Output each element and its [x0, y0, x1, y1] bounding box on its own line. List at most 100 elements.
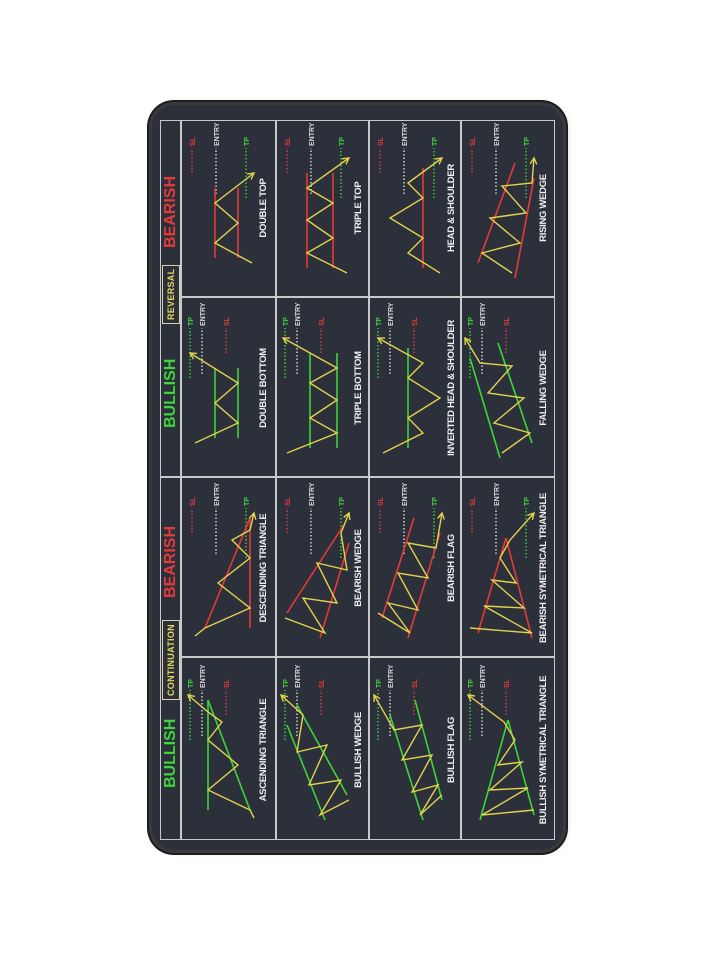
- arrowhead-icon: [248, 511, 257, 520]
- sl-label: SL: [470, 136, 477, 146]
- trendline: [381, 517, 415, 619]
- entry-label: ENTRY: [214, 122, 221, 146]
- pattern-diagram: TP ENTRY SL: [281, 302, 339, 454]
- entry-label: ENTRY: [388, 664, 395, 688]
- continuation-badge: CONTINUATION: [162, 620, 180, 700]
- tp-label: TP: [524, 137, 531, 146]
- arrowhead-icon: [279, 694, 288, 702]
- pattern-name: TRIPLE BOTTOM: [353, 351, 364, 425]
- arrowhead-icon: [466, 694, 476, 702]
- arrowhead-icon: [437, 511, 445, 520]
- tp-label: TP: [283, 317, 290, 326]
- pattern-name: BEARISH FLAG: [446, 534, 457, 602]
- tp-label: TP: [244, 497, 251, 506]
- arrowhead-icon: [434, 157, 444, 165]
- sl-label: SL: [224, 316, 231, 326]
- sl-label: SL: [412, 678, 419, 688]
- trendline: [477, 537, 507, 634]
- sl-label: SL: [190, 136, 197, 146]
- pattern-name: DOUBLE TOP: [258, 178, 269, 238]
- entry-label: ENTRY: [494, 482, 501, 506]
- trendline: [204, 517, 251, 629]
- pattern-cell: TP ENTRY SL INVERTED HEAD & SHOULDER: [368, 298, 461, 478]
- pattern-name: BULLISH FLAG: [446, 716, 457, 784]
- pattern-cell: SL ENTRY TP BEARISH FLAG: [368, 478, 461, 658]
- pattern-diagram: TP ENTRY SL: [188, 302, 240, 444]
- pattern-diagram: SL ENTRY TP: [285, 122, 351, 274]
- bearish-continuation-heading: BEARISH: [162, 525, 179, 598]
- tp-label: TP: [376, 679, 383, 688]
- entry-label: ENTRY: [200, 302, 207, 326]
- tp-label: TP: [244, 137, 251, 146]
- entry-label: ENTRY: [480, 302, 487, 326]
- arrowhead-icon: [376, 337, 386, 345]
- pattern-name: RISING WEDGE: [538, 174, 549, 242]
- pattern-name: BEARISH WEDGE: [353, 529, 364, 607]
- sl-label: SL: [378, 136, 385, 146]
- pattern-diagram: SL ENTRY TP: [469, 482, 535, 639]
- price-path: [213, 172, 255, 264]
- sl-label: SL: [285, 496, 292, 506]
- entry-label: ENTRY: [309, 122, 316, 146]
- pattern-cell: TP ENTRY SL FALLING WEDGE: [460, 298, 553, 478]
- bullish-continuation-heading: BULLISH: [162, 718, 179, 788]
- price-path: [480, 157, 535, 274]
- pattern-diagram: SL ENTRY TP: [190, 482, 257, 637]
- entry-label: ENTRY: [388, 302, 395, 326]
- trendline: [407, 532, 441, 639]
- pattern-cell: SL ENTRY TP TRIPLE TOP: [275, 118, 368, 298]
- pattern-cell: TP ENTRY SL BULLISH SYMETRICAL TRIANGLE: [460, 660, 553, 840]
- pattern-name: FALLING WEDGE: [538, 350, 549, 426]
- pattern-name: INVERTED HEAD & SHOULDER: [446, 320, 457, 456]
- arrowhead-icon: [188, 352, 198, 360]
- tp-label: TP: [524, 497, 531, 506]
- bullish-reversal-heading: BULLISH: [162, 358, 179, 428]
- pattern-cell: TP ENTRY SL DOUBLE BOTTOM: [180, 298, 273, 478]
- pattern-diagram: SL ENTRY TP: [378, 122, 444, 274]
- entry-label: ENTRY: [402, 482, 409, 506]
- entry-label: ENTRY: [295, 302, 302, 326]
- trendline: [505, 537, 533, 639]
- trendline: [286, 724, 326, 821]
- trendline: [319, 542, 350, 639]
- tp-label: TP: [432, 137, 439, 146]
- pattern-cell: SL ENTRY TP BEARISH SYMETRICAL TRIANGLE: [460, 478, 553, 658]
- entry-label: ENTRY: [309, 482, 316, 506]
- trendline: [469, 357, 501, 459]
- sl-label: SL: [504, 316, 511, 326]
- pattern-cell: TP ENTRY SL BULLISH WEDGE: [275, 660, 368, 840]
- sl-label: SL: [190, 496, 197, 506]
- tp-label: TP: [339, 497, 346, 506]
- pattern-cell: SL ENTRY TP BEARISH WEDGE: [275, 478, 368, 658]
- trendline: [207, 699, 251, 811]
- tp-label: TP: [339, 137, 346, 146]
- price-path: [377, 512, 443, 634]
- arrowhead-icon: [186, 694, 195, 702]
- sl-label: SL: [470, 496, 477, 506]
- pattern-diagram: TP ENTRY SL: [373, 664, 443, 821]
- price-path: [377, 337, 442, 454]
- pattern-diagram: SL ENTRY TP: [190, 122, 256, 264]
- entry-label: ENTRY: [480, 664, 487, 688]
- pattern-name: DESCENDING TRIANGLE: [258, 513, 269, 623]
- trendline: [479, 719, 509, 821]
- trendline: [389, 714, 424, 821]
- pattern-cell: SL ENTRY TP DESCENDING TRIANGLE: [180, 478, 273, 658]
- bearish-reversal-heading: BEARISH: [162, 175, 179, 248]
- tp-label: TP: [376, 317, 383, 326]
- pattern-name: ASCENDING TRIANGLE: [258, 698, 269, 802]
- arrowhead-icon: [281, 337, 291, 345]
- price-path: [280, 694, 350, 817]
- sl-label: SL: [285, 136, 292, 146]
- tp-label: TP: [468, 679, 475, 688]
- sl-label: SL: [224, 678, 231, 688]
- trendline: [477, 162, 516, 264]
- pattern-name: BULLISH SYMETRICAL TRIANGLE: [538, 675, 549, 825]
- sl-label: SL: [319, 316, 326, 326]
- price-path: [282, 337, 339, 454]
- pattern-diagram: SL ENTRY TP: [284, 482, 351, 639]
- trendline: [286, 522, 346, 614]
- arrowhead-icon: [341, 157, 351, 165]
- pattern-cell: SL ENTRY TP RISING WEDGE: [460, 118, 553, 298]
- price-path: [388, 157, 443, 274]
